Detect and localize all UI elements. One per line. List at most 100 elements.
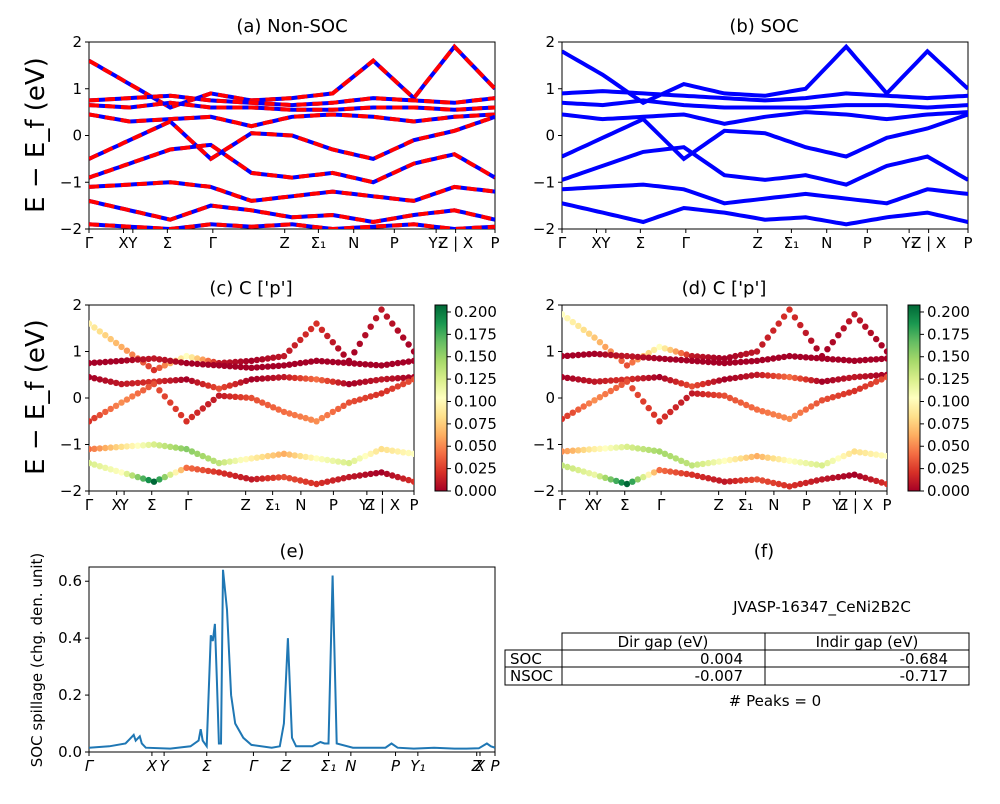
projected-band-point <box>150 478 158 485</box>
projected-band-point <box>335 379 342 386</box>
panel-e-xtick-label: Σ₁ <box>321 757 337 775</box>
projected-band-point <box>237 379 244 386</box>
projected-band-point <box>324 456 331 464</box>
projected-band-point <box>618 479 625 486</box>
projected-band-point <box>237 456 244 464</box>
projected-band-point <box>591 445 598 453</box>
panel-c-colorbar-tick-label: 0.075 <box>454 415 497 433</box>
band-line-nonsoc <box>89 100 495 112</box>
band-line-soc <box>562 182 968 206</box>
projected-band-point <box>797 321 804 329</box>
projected-band-point <box>291 476 298 483</box>
table-header-dir: Dir gap (eV) <box>618 633 709 651</box>
projected-band-point <box>345 399 353 406</box>
projected-band-point <box>873 477 880 485</box>
projected-band-point <box>867 356 874 363</box>
projected-band-point <box>862 323 869 330</box>
panel-a-xtick-label: Σ <box>163 234 172 252</box>
projected-band-point <box>232 472 239 480</box>
panel-e-axes: 0.00.20.40.6Γ X Y Σ Γ Z Σ₁ N P Y₁ ZX P <box>58 566 500 775</box>
projected-band-point <box>378 362 385 369</box>
projected-band-point <box>786 352 793 360</box>
projected-band-point <box>634 445 641 452</box>
projected-band-point <box>177 466 185 474</box>
panel-d-colorbar-tick-label: 0.100 <box>927 392 970 410</box>
panel-e-xtick-label: P <box>490 757 500 775</box>
projected-band-point <box>602 445 609 452</box>
projected-band-point <box>721 359 728 367</box>
projected-band-point <box>802 354 809 361</box>
projected-band-point <box>340 380 347 387</box>
projected-band-point <box>656 418 663 425</box>
projected-band-point <box>372 448 380 455</box>
projected-band-point <box>656 466 663 474</box>
panel-a-ytick-label: 1 <box>72 80 82 98</box>
table-row-label: NSOC <box>510 667 553 685</box>
projected-band-point <box>270 404 277 411</box>
projected-band-point <box>307 375 315 383</box>
panel-c-colorbar-tick-label: 0.050 <box>454 437 497 455</box>
projected-band-point <box>129 472 136 479</box>
projected-band-point <box>753 348 761 355</box>
projected-band-point <box>710 354 717 361</box>
projected-band-point <box>275 374 282 381</box>
projected-band-point <box>405 341 412 348</box>
projected-band-point <box>156 378 163 385</box>
projected-band-point <box>786 306 793 313</box>
projected-band-point <box>96 376 104 383</box>
panel-e-xtick-label: Y₁ <box>410 757 425 775</box>
projected-band-point <box>705 475 712 482</box>
projected-band-point <box>580 446 587 454</box>
projected-band-point <box>372 391 380 399</box>
projected-band-point <box>107 378 114 385</box>
projected-band-point <box>656 373 663 381</box>
projected-band-point <box>580 468 587 475</box>
projected-band-point <box>808 403 815 410</box>
projected-band-point <box>297 477 304 484</box>
projected-band-point <box>851 448 858 455</box>
projected-band-point <box>394 448 401 455</box>
projected-band-point <box>862 474 869 481</box>
projected-band-point <box>562 373 566 381</box>
projected-band-point <box>661 345 669 352</box>
projected-band-point <box>242 394 250 401</box>
panel-b-ytick-label: 1 <box>545 80 555 98</box>
projected-band-point <box>134 473 141 481</box>
projected-band-point <box>400 380 407 388</box>
projected-band-point <box>845 389 853 396</box>
projected-band-point <box>808 460 815 468</box>
projected-band-point <box>618 444 625 451</box>
projected-band-point <box>199 405 206 412</box>
projected-band-point <box>199 356 206 363</box>
projected-band-point <box>759 371 766 379</box>
projected-band-point <box>96 359 104 366</box>
projected-band-point <box>564 447 571 455</box>
panel-c-colorbar <box>434 304 448 492</box>
projected-band-point <box>710 459 717 466</box>
projected-band-point <box>172 358 179 365</box>
projected-band-point <box>607 444 614 452</box>
projected-band-point <box>383 470 391 478</box>
projected-band-point <box>629 353 636 360</box>
projected-band-point <box>862 373 869 380</box>
projected-band-point <box>400 449 407 456</box>
projected-band-point <box>791 482 799 489</box>
projected-band-point <box>667 377 674 384</box>
projected-band-point <box>232 457 239 464</box>
table-header-indir: Indir gap (eV) <box>816 633 919 651</box>
projected-band-point <box>329 457 336 464</box>
projected-band-point <box>770 327 777 334</box>
projected-band-point <box>562 462 566 469</box>
panel-b-xtick-label: Σ <box>636 234 645 252</box>
spillage-line <box>89 569 495 750</box>
panel-c-ytick-label: 1 <box>72 343 82 361</box>
projected-band-point <box>878 355 885 363</box>
projected-band-point <box>835 473 842 481</box>
projected-band-point <box>569 318 576 326</box>
projected-band-point <box>873 356 880 363</box>
panel-d-plot-area <box>562 306 887 490</box>
projected-band-point <box>324 478 331 485</box>
panel-a-xtick-label: Y₁ <box>428 234 444 252</box>
projected-band-point <box>851 357 858 364</box>
